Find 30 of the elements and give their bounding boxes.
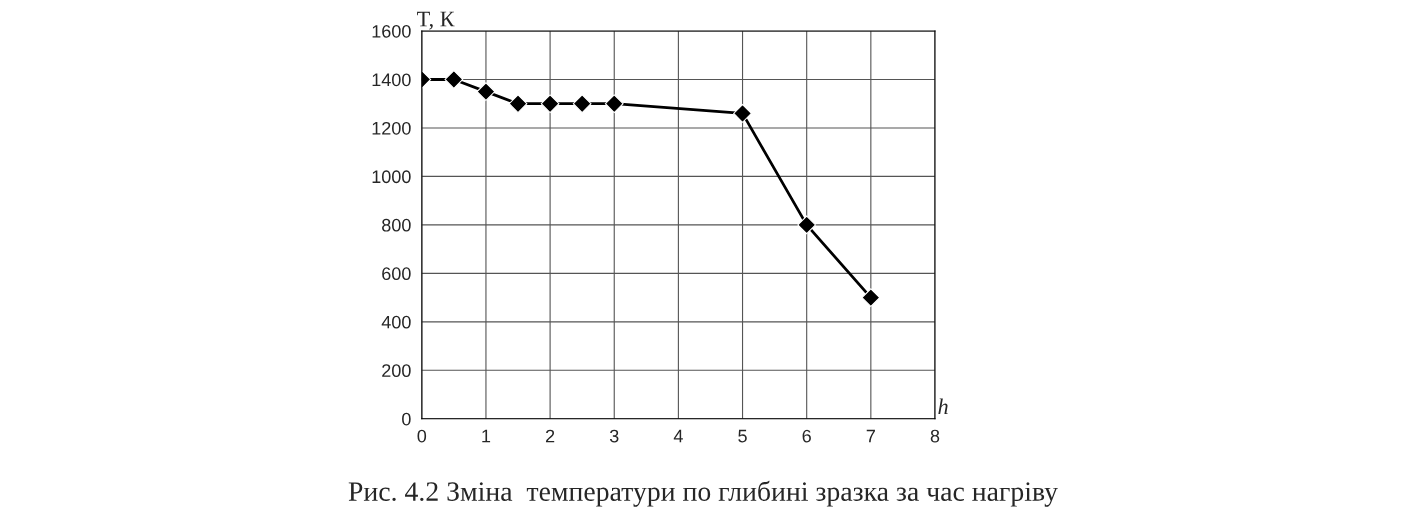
point	[572, 94, 592, 114]
y-tick-label: 1000	[372, 170, 411, 184]
point	[476, 82, 496, 101]
x-tick-label: 6	[802, 429, 811, 443]
y-axis-title: T, К	[417, 11, 455, 30]
x-tick-label: 0	[417, 429, 427, 443]
x-tick-label: 7	[866, 429, 875, 443]
x-tick-label: 5	[738, 429, 747, 443]
y-tick-label: 600	[382, 267, 411, 281]
point	[444, 70, 464, 89]
x-tick-label: 2	[545, 429, 555, 443]
point	[540, 94, 560, 114]
x-axis-title: h	[938, 398, 948, 415]
y-tick-label: 1600	[372, 24, 411, 38]
x-tick-label: 1	[482, 429, 491, 443]
point	[508, 94, 528, 114]
x-tick-label: 4	[673, 429, 683, 443]
point	[861, 288, 881, 307]
y-tick-label: 800	[382, 218, 411, 232]
y-tick-label: 1400	[372, 73, 411, 87]
y-tick-label: 1200	[372, 121, 411, 135]
y-tick-label: 0	[402, 412, 411, 426]
y-tick-label: 200	[382, 364, 411, 378]
point	[733, 104, 752, 123]
x-tick-label: 8	[930, 429, 940, 443]
point	[604, 94, 624, 114]
text: Рис. 4.2 Зміна температури по глибині зразка за час нагріву	[348, 480, 1058, 507]
point	[797, 215, 817, 235]
y-tick-label: 400	[381, 315, 411, 329]
x-tick-label: 3	[609, 429, 619, 443]
